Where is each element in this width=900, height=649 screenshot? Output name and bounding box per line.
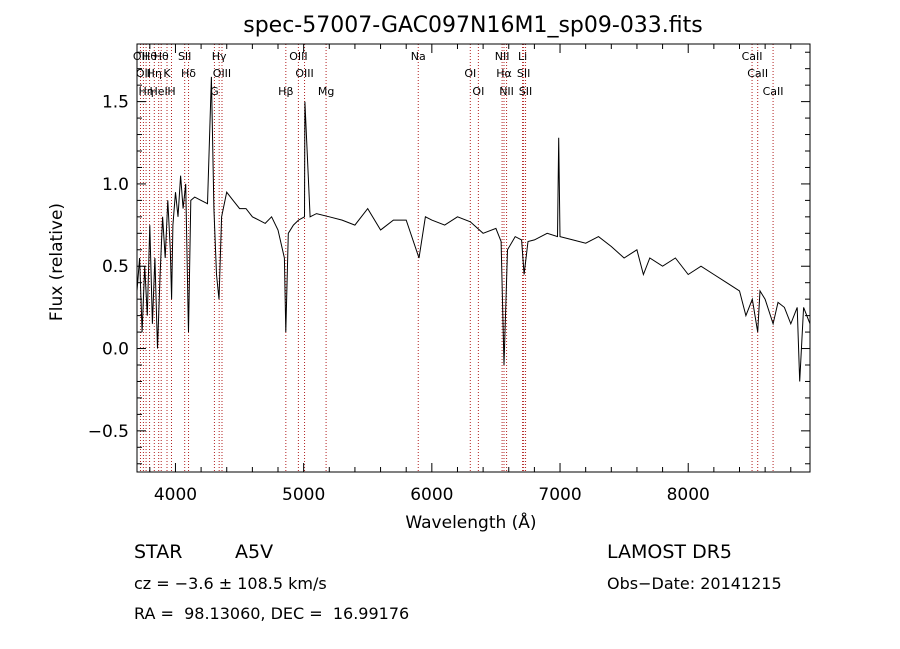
redshift-cz: cz = −3.6 ± 108.5 km/s	[134, 574, 327, 593]
y-tick-label: 0.0	[102, 340, 129, 360]
x-tick-label: 5000	[282, 485, 325, 505]
spectral-line-label: SII	[178, 50, 191, 63]
spectral-line-label: CaII	[747, 67, 768, 80]
spectral-line-label: NII	[499, 85, 514, 98]
spectral-line-label: Hδ	[181, 67, 196, 80]
object-class: STAR	[134, 541, 183, 563]
x-tick-label: 7000	[538, 485, 581, 505]
y-tick-label: −0.5	[88, 422, 129, 442]
spectral-line-label: Hα	[496, 67, 512, 80]
spectral-line-label: SII	[517, 67, 530, 80]
x-tick-label: 4000	[154, 485, 197, 505]
spectral-line-label: Hβ	[278, 85, 293, 98]
spectral-line-label: OIII	[295, 67, 313, 80]
spectral-line-label: CaII	[742, 50, 763, 63]
emission-lines-layer	[139, 44, 774, 472]
y-axis-label: Flux (relative)	[47, 203, 67, 321]
x-axis-label: Wavelength (Å)	[405, 511, 536, 533]
spectral-line-label: HeI	[150, 85, 168, 98]
spectral-line-label: SII	[519, 85, 532, 98]
object-subclass: A5V	[235, 541, 274, 563]
spectral-line-label: Li	[518, 50, 527, 63]
spectral-line-label: Hη	[138, 85, 153, 98]
spectrum-series-line	[136, 76, 811, 382]
spectral-line-label: OIII	[289, 50, 307, 63]
y-tick-label: 1.0	[102, 175, 129, 195]
spectral-line-label: Na	[411, 50, 426, 63]
spectral-line-label: Hθ	[154, 50, 169, 63]
y-tick-label: 1.5	[102, 93, 129, 113]
spectral-line-label: H	[167, 85, 175, 98]
survey-label: LAMOST DR5	[607, 541, 732, 563]
spectral-line-label: Hθ	[142, 50, 157, 63]
spectral-line-label: Hη	[147, 67, 162, 80]
spectral-line-label: G	[210, 85, 219, 98]
x-axis: 4000 5000 6000 7000 8000	[149, 44, 792, 505]
spectral-line-label: OIII	[213, 67, 231, 80]
spectral-line-label: Mg	[318, 85, 334, 98]
coordinates: RA = 98.13060, DEC = 16.99176	[134, 604, 410, 623]
y-axis: −0.5 0.0 0.5 1.0 1.5	[88, 51, 810, 465]
y-tick-label: 0.5	[102, 257, 129, 277]
spectral-line-label: OI	[472, 85, 484, 98]
obs-date: Obs−Date: 20141215	[607, 574, 782, 593]
x-tick-label: 6000	[410, 485, 453, 505]
spectral-line-label: OI	[464, 67, 476, 80]
emission-line-labels: OIIOIIHηHθHηHeIHθKHSIIHδGHγOIIIHβOIIIOII…	[133, 50, 784, 98]
spectral-line-label: OII	[136, 67, 151, 80]
chart-title: spec-57007-GAC097N16M1_sp09-033.fits	[243, 13, 703, 38]
spectral-line-label: K	[163, 67, 171, 80]
spectral-line-label: CaII	[763, 85, 784, 98]
spectral-line-label: Hγ	[212, 50, 227, 63]
plot-frame	[136, 43, 811, 473]
x-tick-label: 8000	[667, 485, 710, 505]
spectral-line-label: NII	[495, 50, 510, 63]
